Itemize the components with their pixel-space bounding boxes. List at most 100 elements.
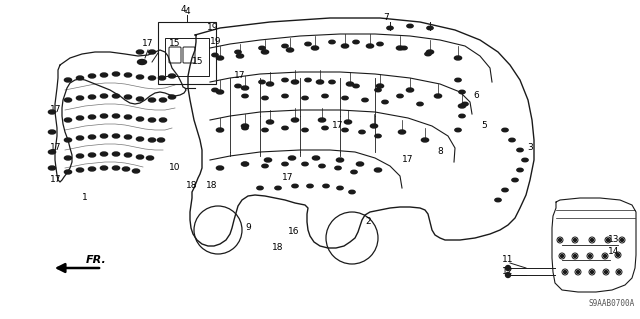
Ellipse shape: [100, 73, 108, 77]
Text: 18: 18: [272, 243, 284, 253]
Ellipse shape: [302, 162, 308, 166]
Ellipse shape: [65, 98, 72, 102]
Ellipse shape: [323, 184, 329, 188]
Ellipse shape: [353, 84, 359, 88]
Text: 1: 1: [82, 194, 88, 203]
Ellipse shape: [136, 137, 143, 141]
Ellipse shape: [261, 50, 269, 54]
Ellipse shape: [302, 96, 308, 100]
Ellipse shape: [138, 60, 147, 64]
Ellipse shape: [242, 126, 248, 130]
Ellipse shape: [417, 102, 423, 106]
Ellipse shape: [157, 138, 164, 142]
Text: 16: 16: [288, 227, 300, 236]
Ellipse shape: [349, 190, 355, 194]
Ellipse shape: [159, 76, 166, 80]
Text: 17: 17: [282, 174, 294, 182]
Ellipse shape: [312, 46, 319, 50]
Ellipse shape: [88, 153, 95, 157]
Text: 18: 18: [206, 182, 218, 190]
Ellipse shape: [362, 98, 368, 102]
Text: 17: 17: [51, 175, 61, 184]
Ellipse shape: [359, 130, 365, 134]
Ellipse shape: [100, 94, 108, 98]
FancyBboxPatch shape: [183, 47, 195, 63]
FancyBboxPatch shape: [169, 47, 181, 63]
Ellipse shape: [462, 102, 468, 106]
Ellipse shape: [76, 136, 84, 140]
Ellipse shape: [387, 26, 393, 30]
Ellipse shape: [282, 44, 288, 48]
Ellipse shape: [335, 166, 341, 170]
Text: 17: 17: [234, 71, 246, 80]
Ellipse shape: [344, 120, 351, 124]
Ellipse shape: [100, 134, 108, 138]
Ellipse shape: [382, 100, 388, 104]
Ellipse shape: [305, 78, 311, 82]
Circle shape: [604, 255, 607, 257]
Ellipse shape: [341, 44, 349, 48]
Circle shape: [563, 271, 566, 273]
Ellipse shape: [100, 114, 108, 118]
Ellipse shape: [351, 170, 357, 174]
Text: 19: 19: [211, 38, 221, 47]
Ellipse shape: [302, 128, 308, 132]
Ellipse shape: [113, 134, 120, 138]
Ellipse shape: [65, 156, 72, 160]
Text: 17: 17: [51, 144, 61, 152]
Ellipse shape: [216, 166, 223, 170]
Text: 7: 7: [383, 13, 389, 23]
Ellipse shape: [266, 120, 274, 124]
Ellipse shape: [374, 168, 381, 172]
Ellipse shape: [124, 115, 132, 119]
Ellipse shape: [262, 164, 268, 168]
Circle shape: [577, 271, 579, 273]
Ellipse shape: [168, 74, 175, 78]
Ellipse shape: [49, 110, 56, 114]
Ellipse shape: [136, 117, 143, 121]
Ellipse shape: [426, 50, 434, 54]
Ellipse shape: [49, 130, 56, 134]
Ellipse shape: [148, 50, 156, 54]
Circle shape: [573, 255, 577, 257]
Circle shape: [561, 255, 563, 257]
Ellipse shape: [522, 158, 528, 162]
Ellipse shape: [88, 74, 95, 78]
Ellipse shape: [76, 76, 84, 80]
Ellipse shape: [322, 94, 328, 98]
Ellipse shape: [132, 169, 140, 173]
Ellipse shape: [242, 94, 248, 98]
Ellipse shape: [113, 166, 120, 170]
Ellipse shape: [76, 154, 84, 158]
Ellipse shape: [168, 95, 175, 99]
Text: 12: 12: [502, 268, 514, 277]
Ellipse shape: [159, 98, 166, 102]
Ellipse shape: [88, 95, 95, 99]
Ellipse shape: [377, 42, 383, 46]
Ellipse shape: [122, 167, 130, 171]
Text: 3: 3: [527, 144, 533, 152]
Ellipse shape: [397, 94, 403, 98]
Ellipse shape: [319, 164, 325, 168]
Ellipse shape: [398, 130, 406, 134]
Ellipse shape: [148, 118, 156, 122]
Ellipse shape: [376, 84, 383, 88]
Ellipse shape: [76, 168, 84, 172]
Ellipse shape: [76, 96, 84, 100]
Text: 8: 8: [437, 147, 443, 157]
Ellipse shape: [148, 98, 156, 102]
Ellipse shape: [407, 24, 413, 28]
Ellipse shape: [136, 155, 143, 159]
Circle shape: [607, 239, 609, 241]
Ellipse shape: [262, 96, 268, 100]
Ellipse shape: [329, 40, 335, 44]
Ellipse shape: [216, 128, 223, 132]
Ellipse shape: [113, 114, 120, 118]
Ellipse shape: [113, 72, 120, 76]
Ellipse shape: [257, 186, 263, 190]
Ellipse shape: [275, 186, 281, 190]
Ellipse shape: [159, 118, 166, 122]
Bar: [165, 38, 209, 76]
Ellipse shape: [148, 76, 156, 80]
Ellipse shape: [375, 134, 381, 138]
